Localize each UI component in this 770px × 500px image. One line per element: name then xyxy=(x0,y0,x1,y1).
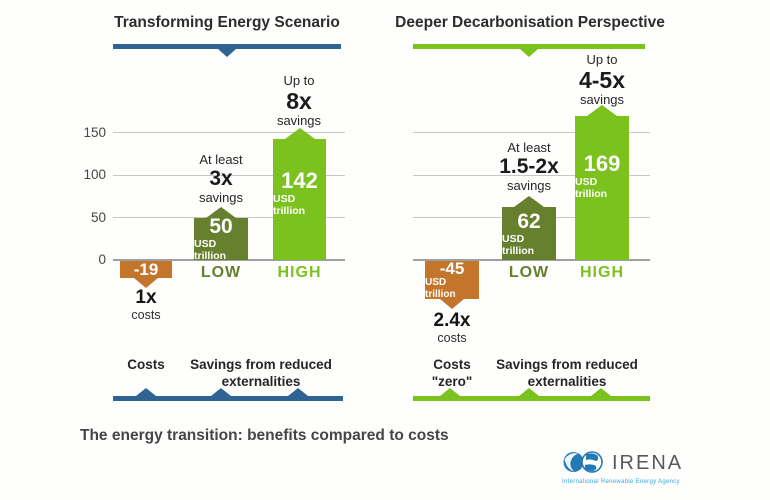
y-axis-tick: 100 xyxy=(83,167,106,182)
bar-value: -19 xyxy=(133,260,159,279)
legend-costs-line2: "zero" xyxy=(431,374,473,389)
chart-caption: The energy transition: benefits compared… xyxy=(80,427,449,444)
irena-logo: IRENA International Renewable Energy Age… xyxy=(562,448,732,485)
legend-line-green xyxy=(413,388,650,401)
multiplier-label: costs xyxy=(131,308,161,322)
arrow-up-icon xyxy=(587,105,617,116)
costs-multiplier: 2.4x costs xyxy=(416,310,488,346)
legend-peak-icon xyxy=(211,388,231,396)
chevron-down-icon xyxy=(218,49,236,57)
legend-savings-label: Savings from reduced externalities xyxy=(181,356,341,390)
panel-title-transforming-energy-scenario: Transforming Energy Scenario xyxy=(114,14,340,31)
y-axis-tick: 50 xyxy=(90,210,106,225)
legend-savings-line1: Savings from reduced xyxy=(190,357,332,372)
logo-tagline: International Renewable Energy Agency xyxy=(562,479,680,485)
bar-low-savings: 62 USD trillion xyxy=(502,196,556,260)
legend-costs-line1: Costs xyxy=(433,357,471,372)
annotation-line: savings xyxy=(198,190,244,205)
gridline xyxy=(413,132,650,133)
multiplier-label: costs xyxy=(437,331,467,345)
annotation-multiplier: 3x xyxy=(209,167,233,190)
legend-line-blue xyxy=(113,388,343,401)
bar-costs: -45 USD trillion xyxy=(425,258,479,309)
gridline xyxy=(113,132,345,133)
column-label-high: HIGH xyxy=(580,264,624,281)
arrow-up-icon xyxy=(206,207,236,218)
column-label-low: LOW xyxy=(200,264,242,281)
bar-unit: USD trillion xyxy=(502,232,535,257)
legend-peak-icon xyxy=(440,388,460,396)
bar-costs: -19 xyxy=(120,261,172,288)
annotation-high-savings: Up to 4-5x savings xyxy=(542,52,662,108)
gridline xyxy=(113,175,345,176)
arrow-up-icon xyxy=(514,196,544,207)
annotation-low-savings: At least 3x savings xyxy=(161,152,281,206)
title-underline-green xyxy=(413,44,645,57)
gridline xyxy=(413,175,650,176)
column-label-high: HIGH xyxy=(277,264,322,281)
bar-value: 62 xyxy=(517,209,541,233)
arrow-down-icon xyxy=(440,299,464,309)
logo-wordmark: IRENA xyxy=(612,451,684,474)
bar-unit: USD trillion xyxy=(425,276,456,300)
column-label-low: LOW xyxy=(508,264,550,281)
bar-value: 142 xyxy=(281,167,318,193)
bar-value: 50 xyxy=(209,215,233,238)
arrow-down-icon xyxy=(134,278,158,288)
zero-baseline xyxy=(413,259,650,261)
bar-value: -45 xyxy=(439,258,465,278)
legend-savings-line1: Savings from reduced xyxy=(496,357,638,372)
annotation-line: At least xyxy=(507,140,551,155)
multiplier-value: 2.4x xyxy=(433,310,471,331)
annotation-line: savings xyxy=(579,92,625,107)
annotation-multiplier: 4-5x xyxy=(578,67,626,93)
globes-icon xyxy=(563,451,603,473)
annotation-multiplier: 8x xyxy=(286,88,312,114)
annotation-high-savings: Up to 8x savings xyxy=(239,73,359,129)
bar-high-savings: 142 USD trillion xyxy=(273,128,326,260)
bar-unit: USD trillion xyxy=(194,238,227,262)
bar-value: 169 xyxy=(583,151,621,176)
y-axis-tick: 0 xyxy=(98,252,106,267)
costs-multiplier: 1x costs xyxy=(110,287,182,323)
legend-peak-icon xyxy=(136,388,156,396)
chevron-down-icon xyxy=(520,49,538,57)
legend-peak-icon xyxy=(591,388,611,396)
annotation-line: At least xyxy=(199,152,243,167)
legend-peak-icon xyxy=(519,388,539,396)
legend-savings-line2: externalities xyxy=(527,374,607,389)
arrow-up-icon xyxy=(284,128,315,139)
legend-peak-icon xyxy=(288,388,308,396)
legend-savings-line2: externalities xyxy=(221,374,301,389)
annotation-line: savings xyxy=(276,113,322,128)
multiplier-value: 1x xyxy=(135,287,157,308)
zero-baseline xyxy=(113,259,345,261)
annotation-line: Up to xyxy=(283,73,315,88)
title-underline-blue xyxy=(113,44,341,57)
bar-low-savings: 50 USD trillion xyxy=(194,207,248,262)
bar-unit: USD trillion xyxy=(575,176,608,200)
annotation-multiplier: 1.5-2x xyxy=(499,155,559,178)
annotation-low-savings: At least 1.5-2x savings xyxy=(469,140,589,194)
y-axis-tick: 150 xyxy=(83,125,106,140)
annotation-line: Up to xyxy=(586,52,618,67)
panel-title-deeper-decarbonisation: Deeper Decarbonisation Perspective xyxy=(395,14,665,31)
legend-savings-label: Savings from reduced externalities xyxy=(487,356,647,390)
bar-high-savings: 169 USD trillion xyxy=(575,105,629,260)
legend-costs-label: Costs xyxy=(127,357,165,372)
bar-unit: USD trillion xyxy=(273,192,306,217)
annotation-line: savings xyxy=(506,178,552,193)
legend-costs-label: Costs "zero" xyxy=(412,356,492,390)
